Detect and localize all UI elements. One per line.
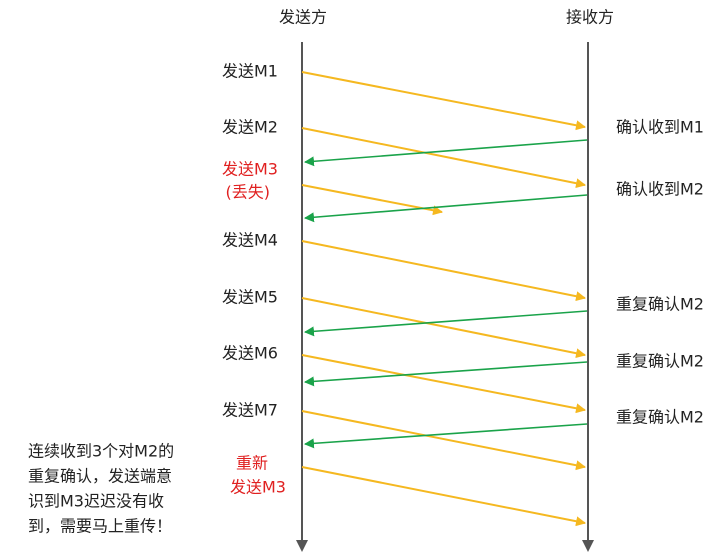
sender-label: (丢失) bbox=[226, 183, 271, 202]
note-line: 识到M3迟迟没有收 bbox=[28, 492, 164, 511]
segments bbox=[301, 71, 586, 527]
ack-arrow bbox=[304, 361, 588, 387]
sender-header: 发送方 bbox=[279, 8, 327, 27]
segment-arrow bbox=[301, 410, 586, 471]
segment-arrow bbox=[301, 71, 586, 131]
segment-arrow bbox=[301, 466, 586, 527]
receiver-label: 确认收到M1 bbox=[616, 118, 704, 137]
receiver-header: 接收方 bbox=[566, 8, 614, 27]
ack-arrow bbox=[304, 423, 588, 449]
sender-label: 发送M3 bbox=[222, 160, 278, 179]
sender-label: 重新 bbox=[236, 454, 268, 473]
segment-arrow bbox=[301, 354, 586, 414]
ack-arrow bbox=[304, 310, 588, 337]
note-line: 到，需要马上重传！ bbox=[28, 517, 172, 536]
ack-arrow bbox=[304, 139, 588, 167]
note-line: 连续收到3个对M2的 bbox=[28, 442, 174, 461]
sender-label: 发送M5 bbox=[222, 288, 278, 307]
sender-label: 发送M3 bbox=[230, 478, 286, 497]
receiver-label: 重复确认M2 bbox=[616, 352, 704, 371]
segment-arrow bbox=[301, 297, 586, 359]
ack-arrow bbox=[304, 194, 588, 223]
note-line: 重复确认，发送端意 bbox=[28, 467, 172, 486]
sender-label: 发送M6 bbox=[222, 344, 278, 363]
receiver-label: 重复确认M2 bbox=[616, 408, 704, 427]
acks bbox=[304, 139, 588, 449]
sender-label: 发送M4 bbox=[222, 231, 278, 250]
segment-arrow bbox=[301, 127, 586, 189]
receiver-label: 重复确认M2 bbox=[616, 295, 704, 314]
sender-label: 发送M2 bbox=[222, 118, 278, 137]
receiver-label: 确认收到M2 bbox=[616, 180, 704, 199]
lost-segment-arrow bbox=[301, 184, 443, 216]
sender-label: 发送M7 bbox=[222, 401, 278, 420]
note: 连续收到3个对M2的 重复确认，发送端意 识到M3迟迟没有收 到，需要马上重传！ bbox=[28, 442, 174, 536]
segment-arrow bbox=[301, 240, 586, 302]
sender-label: 发送M1 bbox=[222, 62, 278, 81]
receiver-labels: 确认收到M1 确认收到M2 重复确认M2 重复确认M2 重复确认M2 bbox=[616, 118, 704, 427]
sender-labels: 发送M1 发送M2 发送M3 (丢失) 发送M4 发送M5 发送M6 发送M7 … bbox=[222, 62, 286, 497]
